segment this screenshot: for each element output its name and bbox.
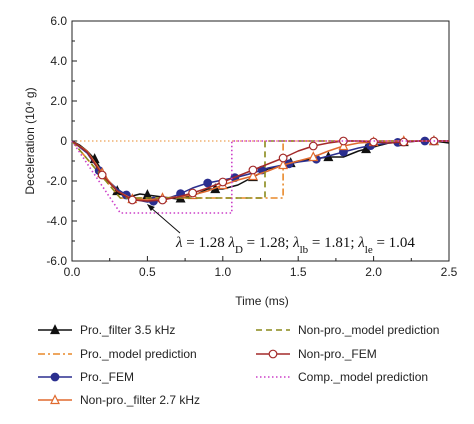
annotation-part: le (365, 244, 373, 256)
annotation-part: = 1.81; (308, 235, 358, 251)
legend-label: Pro._filter 3.5 kHz (80, 323, 175, 337)
series-marker (247, 170, 258, 181)
annotation-part: = 1.04 (373, 235, 416, 251)
annotation-part: λ (292, 235, 300, 251)
annotation-text: λ = 1.28 λD = 1.28; λlb = 1.81; λle = 1.… (175, 235, 415, 256)
x-tick-label: 0.5 (139, 265, 156, 279)
legend-marker (50, 324, 60, 335)
plot-area (71, 20, 450, 262)
annotation-part: D (235, 244, 243, 256)
x-axis-title: Time (ms) (235, 294, 289, 308)
series-marker (127, 195, 137, 205)
legend-entry: Non-pro._filter 2.7 kHz (38, 393, 200, 407)
legend-marker (50, 394, 60, 405)
legend-entry: Non-pro._model prediction (256, 323, 439, 337)
legend-label: Pro._model prediction (80, 347, 197, 361)
legend-entry: Comp._model prediction (256, 370, 428, 384)
legend: Pro._filter 3.5 kHz Pro._model prediction… (38, 323, 439, 407)
x-tick-label: 1.5 (290, 265, 307, 279)
annotation-part: λ (357, 235, 365, 251)
series-marker (308, 141, 318, 151)
series-marker (278, 153, 288, 163)
x-tick-label: 1.0 (214, 265, 231, 279)
legend-entry: Pro._FEM (38, 370, 134, 384)
legend-label: Non-pro._filter 2.7 kHz (80, 393, 200, 407)
annotation: λ = 1.28 λD = 1.28; λlb = 1.81; λle = 1.… (146, 204, 415, 256)
y-axis-title: Deceleration (10⁴ g) (23, 87, 37, 194)
series-2 (71, 136, 449, 206)
series-marker (369, 137, 379, 147)
annotation-arrow (148, 205, 181, 234)
x-tick-label: 2.5 (441, 265, 458, 279)
y-tick-label: -4.0 (46, 214, 67, 228)
annotation-part: λ (175, 235, 183, 251)
annotation-part: = 1.28; (243, 235, 293, 251)
series-marker (188, 188, 198, 198)
series-marker (339, 136, 348, 146)
series-marker (248, 165, 258, 175)
legend-entry: Non-pro._FEM (256, 347, 377, 361)
legend-entry: Pro._filter 3.5 kHz (38, 323, 175, 337)
legend-entry: Pro._model prediction (38, 347, 197, 361)
y-tick-label: 0 (60, 134, 67, 148)
annotation-arrowhead (146, 204, 155, 211)
series-marker (308, 151, 319, 162)
legend-label: Pro._FEM (80, 370, 134, 384)
series-marker (338, 140, 349, 151)
y-tick-label: -2.0 (46, 174, 67, 188)
series-marker (158, 195, 167, 205)
y-tick-label: 6.0 (50, 14, 67, 28)
axis-ticks: 0.0 0.5 1.0 1.5 2.0 2.5 -6.0 -4.0 -2.0 0 2.0 4.0 6.0 (46, 14, 457, 279)
legend-label: Non-pro._FEM (298, 347, 377, 361)
y-tick-label: -6.0 (46, 254, 67, 268)
y-tick-label: 4.0 (50, 54, 67, 68)
series-marker (278, 159, 289, 170)
legend-marker (268, 349, 278, 359)
series-marker (399, 137, 409, 147)
series-marker (97, 170, 107, 180)
legend-marker (50, 372, 60, 382)
legend-label: Comp._model prediction (298, 370, 428, 384)
annotation-part: lb (300, 244, 309, 256)
series-marker (203, 178, 213, 188)
series-marker (218, 177, 228, 187)
y-tick-label: 2.0 (50, 94, 67, 108)
annotation-part: = 1.28 (183, 235, 229, 251)
legend-label: Non-pro._model prediction (298, 323, 439, 337)
annotation-part: λ (227, 235, 235, 251)
x-tick-label: 2.0 (365, 265, 382, 279)
x-tick-label: 0.0 (64, 265, 81, 279)
